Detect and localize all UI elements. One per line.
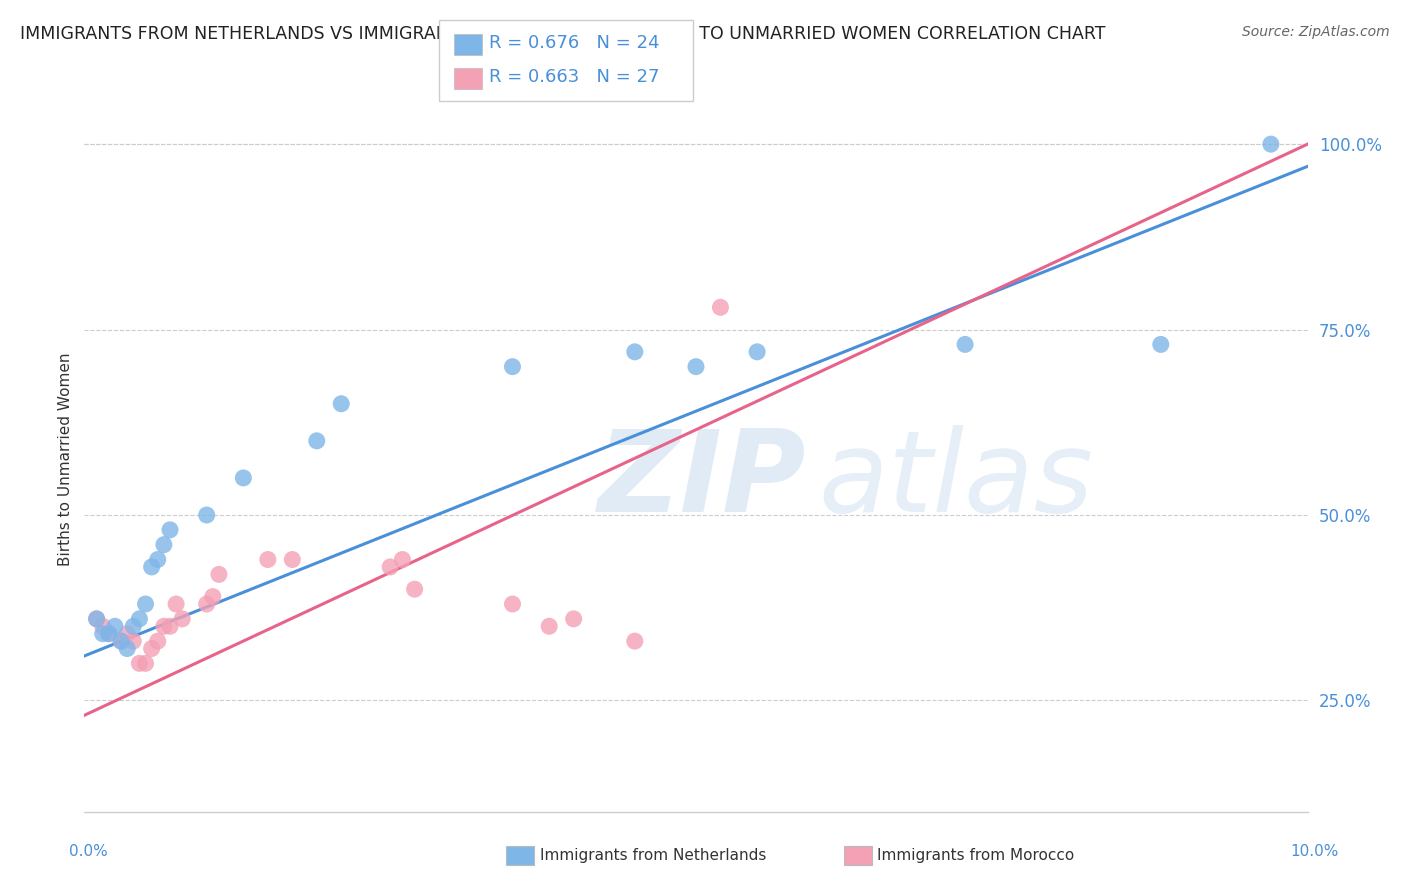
Point [404, 582, 426, 597]
Point [159, 523, 181, 537]
Point [305, 434, 328, 448]
Point [232, 471, 254, 485]
Point [128, 612, 150, 626]
Point [115, 641, 138, 656]
Point [146, 634, 169, 648]
Text: atlas: atlas [818, 425, 1094, 536]
Point [110, 634, 132, 648]
Text: Immigrants from Morocco: Immigrants from Morocco [877, 848, 1074, 863]
Text: ZIP: ZIP [598, 425, 807, 536]
Point [159, 619, 181, 633]
Point [122, 619, 145, 633]
Point [953, 337, 976, 351]
Y-axis label: Births to Unmarried Women: Births to Unmarried Women [58, 352, 73, 566]
Point [91, 626, 114, 640]
Point [135, 597, 157, 611]
Point [110, 634, 132, 648]
Point [538, 619, 561, 633]
Point [380, 560, 402, 574]
Point [1150, 337, 1173, 351]
Point [391, 552, 413, 566]
Point [153, 619, 176, 633]
Point [201, 590, 224, 604]
Point [330, 397, 353, 411]
Text: Immigrants from Netherlands: Immigrants from Netherlands [540, 848, 766, 863]
Point [122, 634, 145, 648]
Text: Source: ZipAtlas.com: Source: ZipAtlas.com [1241, 25, 1389, 39]
Point [97, 626, 120, 640]
Point [195, 508, 218, 522]
Point [257, 552, 280, 566]
Point [208, 567, 231, 582]
Point [1260, 137, 1282, 152]
Point [115, 626, 138, 640]
Point [624, 634, 647, 648]
Point [86, 612, 108, 626]
Point [281, 552, 304, 566]
Point [146, 552, 169, 566]
Point [97, 626, 120, 640]
Point [153, 538, 176, 552]
Point [562, 612, 585, 626]
Point [141, 560, 163, 574]
Point [624, 344, 647, 359]
Text: R = 0.676   N = 24: R = 0.676 N = 24 [489, 34, 659, 52]
Point [502, 359, 524, 374]
Text: R = 0.663   N = 27: R = 0.663 N = 27 [489, 68, 659, 86]
Point [165, 597, 187, 611]
Point [141, 641, 163, 656]
Point [502, 597, 524, 611]
Point [91, 619, 114, 633]
Point [86, 612, 108, 626]
Text: 10.0%: 10.0% [1291, 845, 1339, 859]
Text: 0.0%: 0.0% [69, 845, 108, 859]
Point [747, 344, 769, 359]
Point [135, 657, 157, 671]
Point [195, 597, 218, 611]
Point [128, 657, 150, 671]
Text: IMMIGRANTS FROM NETHERLANDS VS IMMIGRANTS FROM MOROCCO BIRTHS TO UNMARRIED WOMEN: IMMIGRANTS FROM NETHERLANDS VS IMMIGRANT… [20, 25, 1105, 43]
Point [104, 619, 127, 633]
Point [685, 359, 707, 374]
Point [172, 612, 194, 626]
Point [709, 301, 731, 315]
